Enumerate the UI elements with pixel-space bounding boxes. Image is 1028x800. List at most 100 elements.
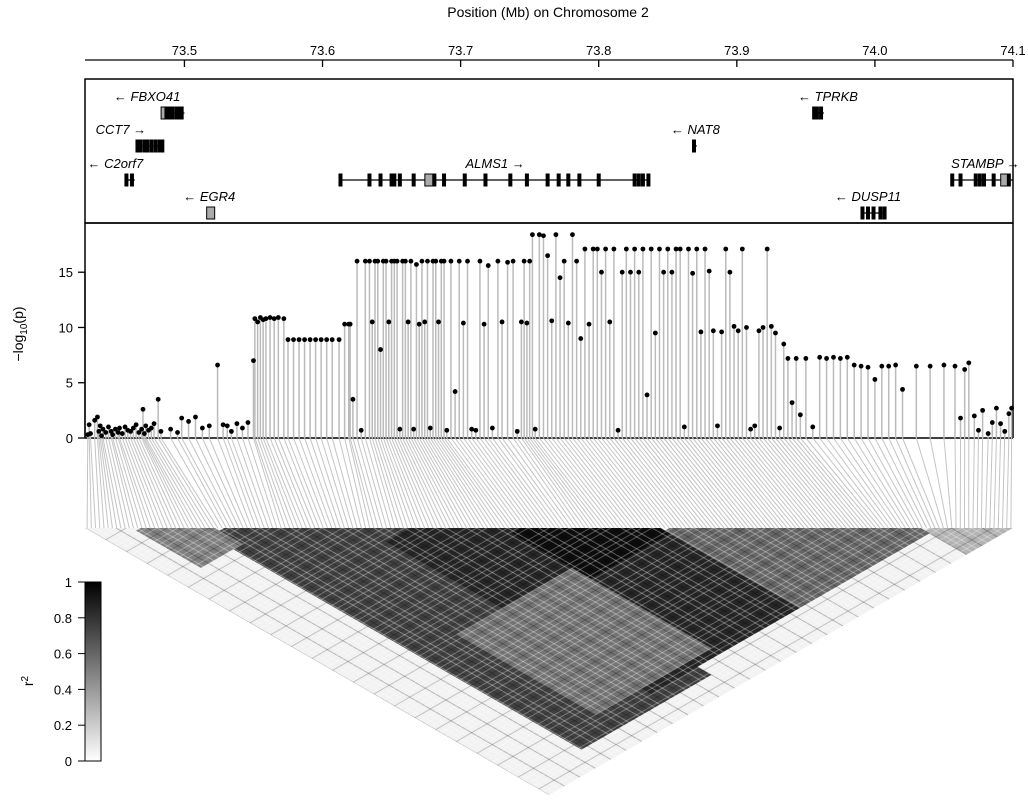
exon-box	[1006, 173, 1011, 187]
snp-connector	[458, 437, 527, 529]
snp-connector	[132, 437, 172, 529]
ld-stripe	[177, 528, 271, 582]
gene-egr4: ← EGR4	[183, 189, 235, 220]
snp-point	[378, 347, 383, 352]
snp-point	[865, 364, 871, 370]
ld-stripe	[394, 528, 704, 707]
exon-box	[124, 173, 129, 187]
ld-stripe	[476, 528, 869, 754]
snp-point	[405, 319, 411, 325]
exon-box	[632, 173, 637, 187]
snp-point	[115, 430, 121, 435]
ld-stripe	[981, 528, 998, 538]
snp-point	[1006, 411, 1012, 417]
snp-point	[302, 337, 307, 343]
gene-cct7: CCT7 →	[96, 122, 165, 153]
snp-point	[941, 362, 947, 368]
ld-stripe	[455, 528, 735, 689]
snp-point	[570, 232, 575, 238]
snp-connector	[338, 437, 362, 529]
snp-point	[777, 425, 783, 431]
snp-connector	[799, 437, 877, 529]
snp-point	[441, 258, 447, 264]
snp-point	[557, 275, 563, 281]
ld-stripe	[548, 528, 782, 662]
snp-connector	[700, 437, 776, 529]
ld-stripe	[481, 528, 880, 757]
snp-connector	[352, 437, 379, 529]
snp-point	[128, 428, 133, 434]
snp-connector	[121, 437, 156, 529]
snp-point	[481, 321, 487, 327]
snp-connector	[315, 437, 345, 529]
ld-stripe	[899, 528, 957, 562]
top-axis-tick-label: 73.8	[586, 43, 611, 58]
ld-stripe	[940, 528, 978, 550]
ld-stripe	[430, 528, 777, 728]
snp-connector	[667, 437, 742, 529]
snp-connector	[435, 437, 497, 529]
ld-stripe	[543, 528, 1003, 793]
ld-stripe	[270, 528, 457, 636]
snp-connector	[683, 437, 759, 529]
exon-box	[392, 173, 397, 187]
ld-stripe	[517, 528, 766, 671]
ld-stripe	[306, 528, 529, 657]
snp-connector	[105, 437, 126, 529]
snp-connector	[758, 437, 835, 529]
ld-stripe	[378, 528, 673, 698]
ld-stripe	[388, 528, 694, 704]
snp-point	[119, 431, 125, 436]
snp-connector	[259, 437, 295, 529]
ld-stripe	[167, 528, 591, 772]
gene-nat8: ← NAT8	[671, 122, 721, 153]
snp-connector	[177, 437, 227, 529]
ld-stripe	[641, 528, 828, 636]
snp-connector	[538, 437, 611, 529]
snp-connector	[902, 437, 940, 529]
ld-stripe	[332, 528, 581, 671]
ld-stripe	[100, 528, 117, 538]
exon-box	[367, 173, 372, 187]
snp-connector	[704, 437, 780, 529]
ld-block	[924, 528, 1013, 555]
snp-connector	[94, 437, 101, 529]
exon-box	[958, 173, 963, 187]
gene-stambp: STAMBP →	[950, 156, 1020, 187]
snp-connector	[356, 437, 383, 529]
snp-connector	[380, 437, 413, 529]
snp-connector	[344, 437, 366, 529]
snp-connector	[208, 437, 248, 529]
snp-point	[168, 426, 174, 432]
snp-point	[485, 263, 491, 268]
ld-block	[456, 568, 712, 715]
snp-connector	[737, 437, 814, 529]
exon-box	[982, 173, 986, 187]
ld-stripe	[280, 528, 478, 642]
snp-connector	[989, 437, 993, 529]
snp-connector	[241, 437, 274, 529]
snp-point	[307, 337, 313, 343]
ld-stripe	[357, 528, 632, 686]
ld-stripe	[961, 528, 988, 544]
snp-point	[900, 386, 905, 392]
exon-box	[814, 106, 819, 120]
top-axis-tick-label: 73.7	[448, 43, 473, 58]
ld-stripe	[404, 528, 710, 704]
snp-point	[998, 421, 1003, 427]
snp-connector	[467, 437, 535, 529]
snp-point	[764, 246, 770, 252]
snp-point	[151, 421, 157, 427]
ld-stripe	[672, 528, 844, 627]
exon-box	[596, 173, 601, 187]
ld-stripe	[321, 528, 560, 665]
snp-point	[872, 377, 878, 382]
snp-point	[623, 246, 629, 252]
snp-connector	[479, 437, 548, 529]
snp-connector	[247, 437, 278, 529]
snp-point	[527, 258, 533, 264]
snp-point	[136, 430, 142, 435]
y-axis-label-main: −log	[10, 335, 26, 362]
snp-connector	[584, 437, 657, 529]
snp-connector	[388, 437, 426, 529]
